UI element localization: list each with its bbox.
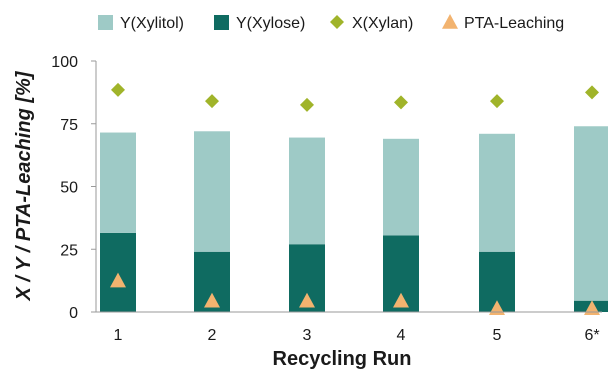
marker-x-xylan-5 (490, 94, 504, 109)
x-tick-labels: 1 2 3 4 5 6* (114, 327, 600, 344)
x-tick-label: 5 (493, 327, 502, 344)
legend-swatch-y-xylitol (98, 15, 113, 30)
bar-y-xylitol-4 (383, 138, 419, 236)
legend-label-pta-leaching: PTA-Leaching (464, 15, 564, 32)
axes (95, 61, 602, 313)
marker-pta-leaching-6 (584, 300, 600, 316)
y-tick-label: 50 (60, 180, 78, 197)
bar-y-xylitol-5 (479, 133, 515, 252)
x-tick-label: 1 (114, 327, 123, 344)
bar-y-xylitol-1 (100, 132, 136, 233)
legend-label-y-xylitol: Y(Xylitol) (120, 15, 184, 32)
marker-x-xylan-1 (111, 82, 125, 97)
x-tick-label: 6* (584, 327, 599, 344)
legend-label-y-xylose: Y(Xylose) (236, 15, 305, 32)
marker-x-xylan-6 (585, 85, 599, 100)
y-tick-label: 0 (69, 305, 78, 322)
x-tick-label: 3 (303, 327, 312, 344)
marker-pta-leaching-1 (110, 272, 126, 288)
y-tick-label: 75 (60, 117, 78, 134)
y-tick-labels: 0 25 50 75 100 (51, 54, 96, 322)
marker-x-xylan-4 (394, 95, 408, 110)
y-tick-label: 25 (60, 242, 78, 259)
y-tick-label: 100 (51, 54, 78, 71)
x-tick-label: 4 (397, 327, 406, 344)
x-tick-label: 2 (208, 327, 217, 344)
markers (110, 82, 600, 316)
marker-pta-leaching-4 (393, 292, 409, 308)
y-axis-title: X / Y / PTA-Leaching [%] (13, 70, 35, 301)
legend-swatch-y-xylose (214, 15, 229, 30)
marker-x-xylan-2 (205, 94, 219, 109)
legend: Y(Xylitol) Y(Xylose) X(Xylan) PTA-Leaching (98, 14, 564, 32)
bar-y-xylitol-6 (574, 126, 608, 301)
legend-swatch-pta-leaching (442, 14, 458, 29)
bar-y-xylitol-2 (194, 131, 230, 252)
bar-y-xylose-1 (100, 232, 136, 312)
bars (100, 126, 608, 312)
bar-y-xylitol-3 (289, 137, 325, 245)
legend-swatch-x-xylan (330, 15, 344, 29)
marker-x-xylan-3 (300, 97, 314, 112)
marker-pta-leaching-2 (204, 292, 220, 308)
marker-pta-leaching-3 (299, 292, 315, 308)
legend-label-x-xylan: X(Xylan) (352, 15, 413, 32)
x-axis-title: Recycling Run (273, 348, 412, 370)
marker-pta-leaching-5 (489, 300, 505, 316)
